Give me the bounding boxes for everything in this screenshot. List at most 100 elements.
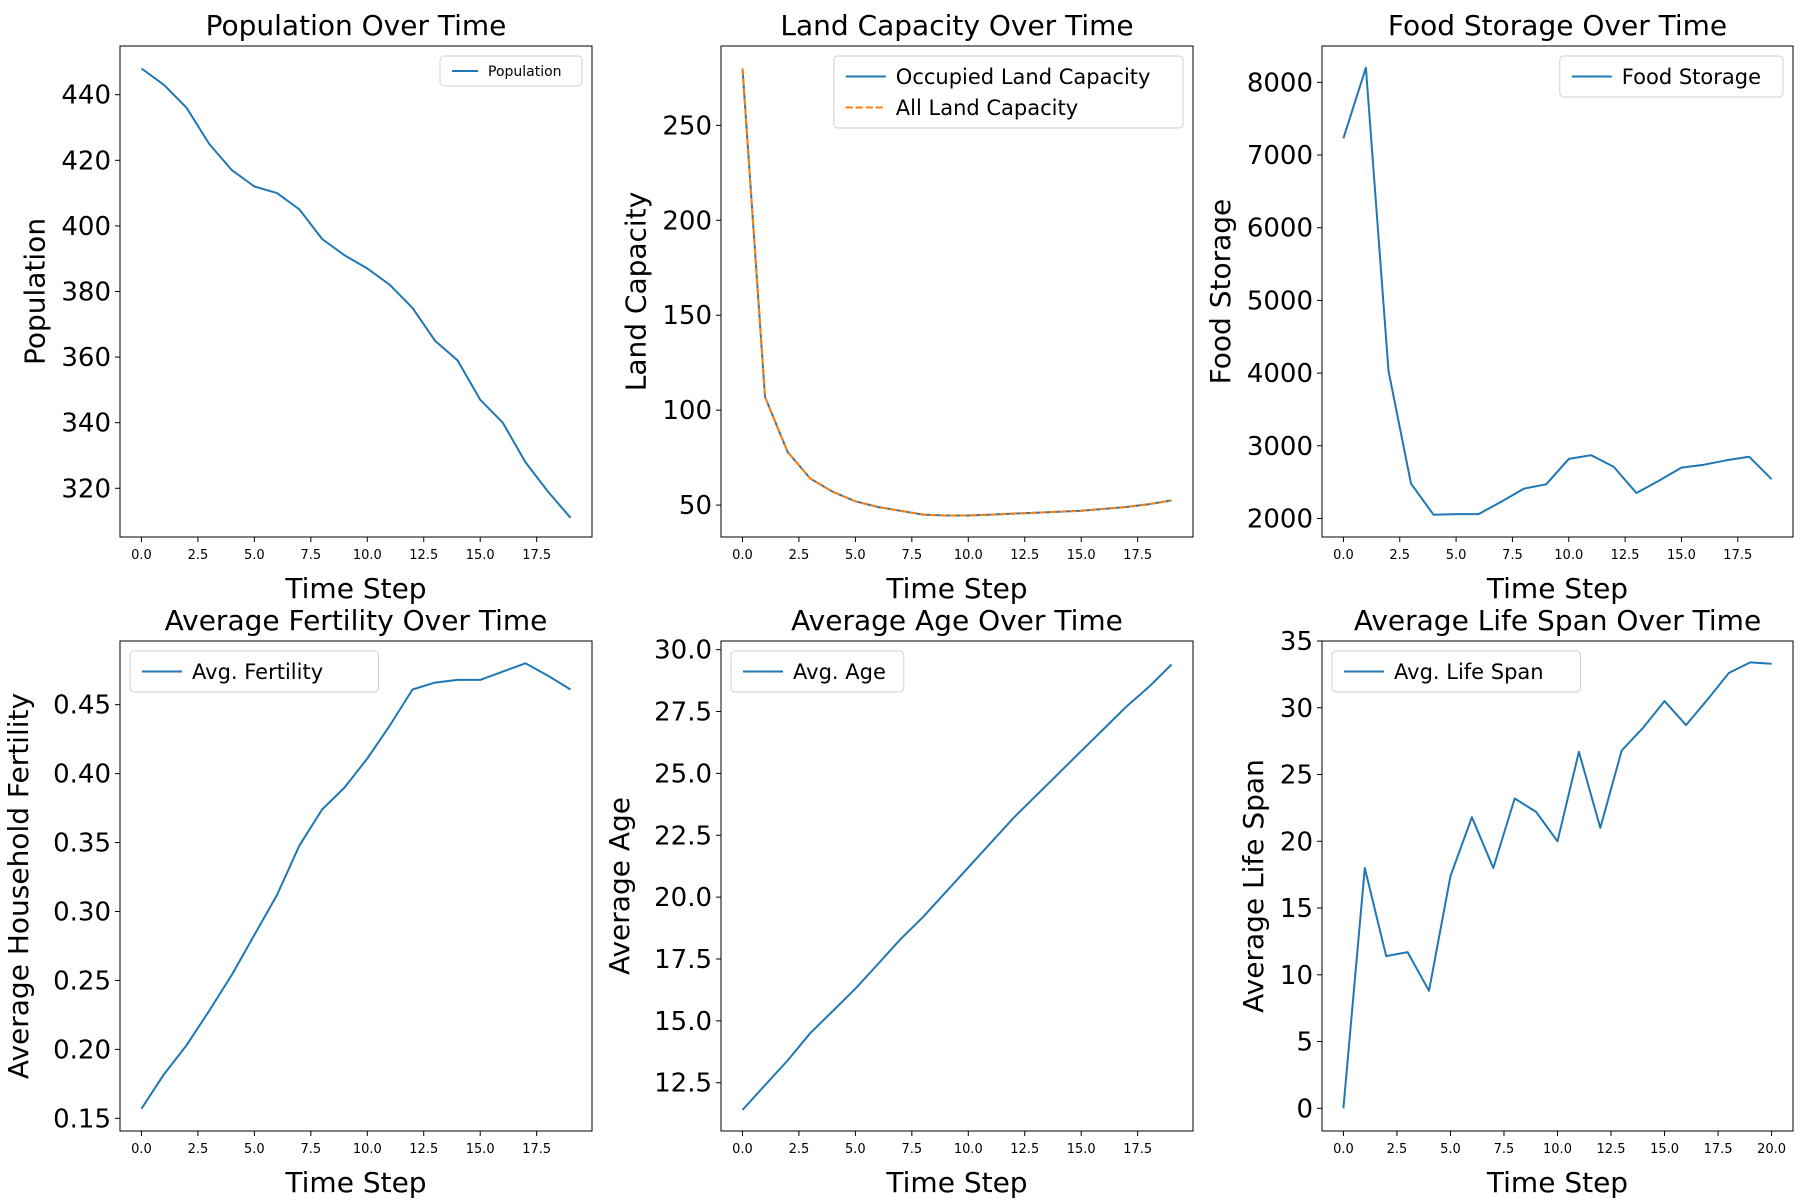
chart-panel-4: 0.0 2.5 5.0 7.5 10.0 12.5 15.0 17.5 0.15 0.20 0.25… bbox=[2, 604, 593, 1199]
y-tick-label: 360 bbox=[61, 343, 111, 373]
legend-box bbox=[129, 650, 379, 693]
x-tick-label: 5.0 bbox=[845, 1142, 866, 1157]
y-axis-label: Food Storage bbox=[1204, 199, 1237, 385]
x-tick-label: 17.5 bbox=[1704, 1142, 1733, 1157]
x-tick-label: 12.5 bbox=[1597, 1142, 1626, 1157]
x-tick-label: 2.5 bbox=[789, 1142, 810, 1157]
legend-box bbox=[439, 55, 583, 87]
y-tick-label: 15 bbox=[1280, 894, 1313, 924]
x-tick-label: 7.5 bbox=[300, 1142, 321, 1157]
y-axis-label: Land Capacity bbox=[620, 192, 653, 392]
legend-box bbox=[1559, 55, 1784, 98]
x-tick-label: 7.5 bbox=[1494, 1142, 1515, 1157]
plot-area bbox=[720, 640, 1194, 1132]
y-tick-label: 4000 bbox=[1247, 359, 1313, 389]
y-tick-label: 25 bbox=[1280, 761, 1313, 791]
legend: Food Storage bbox=[1559, 55, 1784, 98]
y-axis-label: Average Household Fertility bbox=[2, 693, 35, 1079]
x-tick-label: 5.0 bbox=[244, 548, 265, 563]
chart-title: Average Fertility Over Time bbox=[165, 604, 548, 637]
y-tick-label: 10 bbox=[1280, 961, 1313, 991]
x-tick-label: 0.0 bbox=[1333, 1142, 1354, 1157]
chart-title: Population Over Time bbox=[206, 9, 507, 42]
x-tick-label: 15.0 bbox=[1650, 1142, 1679, 1157]
series-line-1 bbox=[1342, 661, 1772, 1109]
y-tick-label: 15.0 bbox=[654, 1007, 712, 1037]
plot-area bbox=[1321, 45, 1794, 538]
y-tick-label: 25.0 bbox=[654, 759, 712, 789]
y-tick-label: 250 bbox=[662, 111, 712, 141]
y-tick-label: 150 bbox=[662, 301, 712, 331]
y-tick-label: 420 bbox=[61, 146, 111, 176]
y-tick-label: 50 bbox=[679, 491, 712, 521]
legend: Population bbox=[439, 55, 583, 87]
legend: Avg. Age bbox=[730, 650, 905, 693]
y-tick-label: 20.0 bbox=[654, 883, 712, 913]
plot-area bbox=[1321, 640, 1794, 1132]
x-tick-label: 5.0 bbox=[244, 1142, 265, 1157]
legend-label: Avg. Fertility bbox=[192, 660, 323, 684]
series-line-1 bbox=[140, 662, 572, 1110]
x-tick-label: 12.5 bbox=[409, 1142, 438, 1157]
x-tick-label: 12.5 bbox=[409, 548, 438, 563]
x-tick-label: 0.0 bbox=[732, 548, 753, 563]
x-tick-label: 10.0 bbox=[954, 1142, 983, 1157]
x-tick-label: 17.5 bbox=[1123, 1142, 1152, 1157]
legend: Occupied Land Capacity All Land Capacity bbox=[833, 55, 1184, 129]
legend-label: Avg. Life Span bbox=[1394, 660, 1544, 684]
y-tick-label: 27.5 bbox=[654, 698, 712, 728]
y-tick-label: 30 bbox=[1280, 694, 1313, 724]
x-axis-label: Time Step bbox=[1486, 1166, 1628, 1199]
series-line-2 bbox=[741, 68, 1172, 517]
y-tick-label: 7000 bbox=[1247, 141, 1313, 171]
x-tick-label: 20.0 bbox=[1757, 1142, 1786, 1157]
y-tick-label: 12.5 bbox=[654, 1069, 712, 1099]
y-tick-label: 200 bbox=[662, 206, 712, 236]
chart-title: Average Age Over Time bbox=[791, 604, 1123, 637]
y-tick-label: 440 bbox=[61, 81, 111, 111]
x-tick-label: 17.5 bbox=[522, 548, 551, 563]
y-tick-label: 400 bbox=[61, 212, 111, 242]
x-tick-label: 15.0 bbox=[1067, 548, 1096, 563]
y-tick-label: 0.30 bbox=[53, 898, 111, 928]
y-tick-label: 30.0 bbox=[654, 636, 712, 666]
x-tick-label: 10.0 bbox=[1554, 548, 1583, 563]
x-tick-label: 15.0 bbox=[466, 548, 495, 563]
x-tick-label: 15.0 bbox=[1067, 1142, 1096, 1157]
y-tick-label: 2000 bbox=[1247, 504, 1313, 534]
x-tick-label: 7.5 bbox=[1502, 548, 1523, 563]
x-tick-label: 7.5 bbox=[300, 548, 321, 563]
x-tick-label: 10.0 bbox=[1543, 1142, 1572, 1157]
chart-panel-1: 0.0 2.5 5.0 7.5 10.0 12.5 15.0 17.5 320 340 360 380… bbox=[19, 9, 593, 605]
y-tick-label: 340 bbox=[61, 409, 111, 439]
y-tick-label: 320 bbox=[61, 474, 111, 504]
x-tick-label: 2.5 bbox=[789, 548, 810, 563]
legend-box bbox=[833, 55, 1184, 129]
x-tick-label: 17.5 bbox=[1123, 548, 1152, 563]
x-tick-label: 0.0 bbox=[131, 548, 152, 563]
y-tick-label: 0 bbox=[1296, 1094, 1313, 1124]
plot-area bbox=[119, 640, 593, 1132]
y-tick-label: 0.40 bbox=[53, 760, 111, 790]
chart-panel-6: 0.0 2.5 5.0 7.5 10.0 12.5 15.0 17.5 20.0 0 5 10 15 20… bbox=[1237, 604, 1794, 1199]
legend-label: Avg. Age bbox=[793, 660, 886, 684]
legend-box bbox=[1331, 650, 1581, 693]
y-tick-label: 20 bbox=[1280, 827, 1313, 857]
x-tick-label: 2.5 bbox=[188, 548, 209, 563]
y-tick-label: 0.25 bbox=[53, 966, 111, 996]
y-tick-label: 0.35 bbox=[53, 829, 111, 859]
x-tick-label: 12.5 bbox=[1010, 1142, 1039, 1157]
legend-label: Food Storage bbox=[1622, 65, 1761, 89]
legend-label: Population bbox=[488, 64, 562, 80]
x-tick-label: 2.5 bbox=[1389, 548, 1410, 563]
x-tick-label: 12.5 bbox=[1611, 548, 1640, 563]
x-tick-label: 2.5 bbox=[1387, 1142, 1408, 1157]
y-tick-label: 3000 bbox=[1247, 432, 1313, 462]
x-axis-label: Time Step bbox=[885, 572, 1027, 605]
y-tick-label: 17.5 bbox=[654, 945, 712, 975]
x-axis-label: Time Step bbox=[1486, 572, 1628, 605]
x-tick-label: 0.0 bbox=[1333, 548, 1354, 563]
x-tick-label: 17.5 bbox=[1723, 548, 1752, 563]
y-axis-label: Population bbox=[19, 218, 52, 365]
